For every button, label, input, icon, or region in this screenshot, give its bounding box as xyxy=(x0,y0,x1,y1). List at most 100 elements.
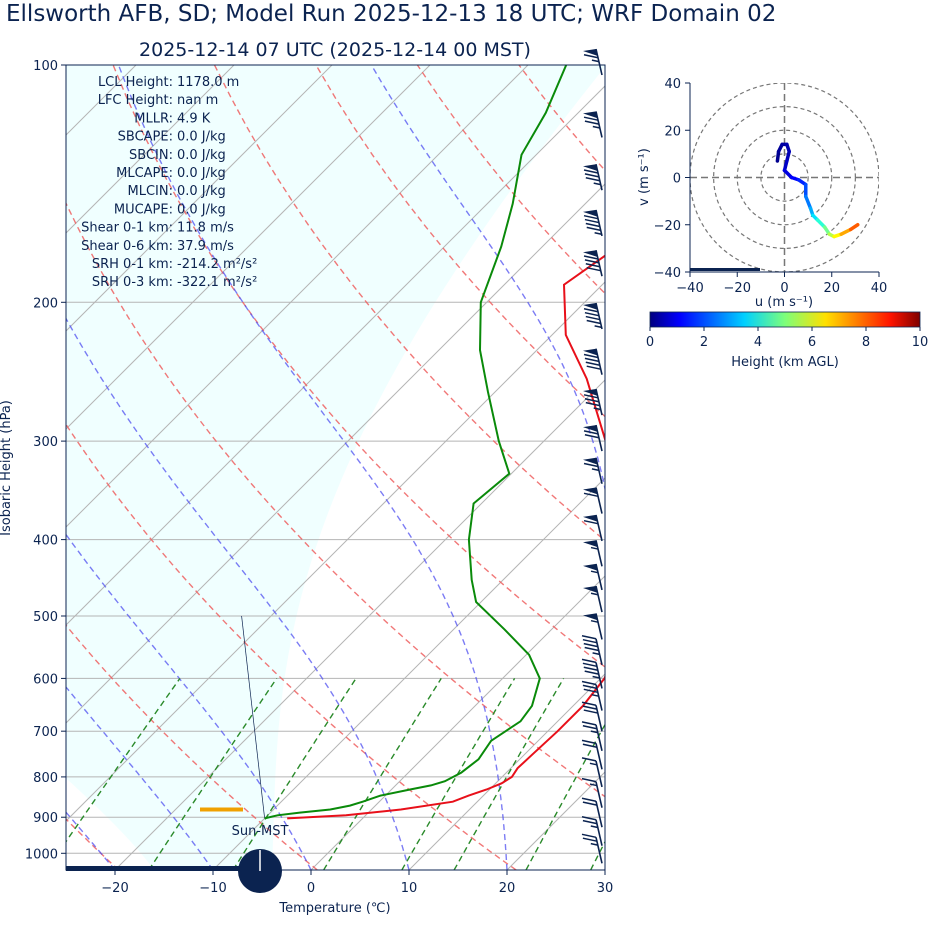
isotherm-line xyxy=(212,477,605,870)
isotherm-line xyxy=(66,65,431,430)
hodo-x-tick-label: 40 xyxy=(871,281,888,296)
barb-full xyxy=(581,635,597,640)
barb-flag xyxy=(583,49,598,56)
wind-barb xyxy=(583,563,603,591)
wind-barb xyxy=(583,487,603,514)
mixing-ratio-line xyxy=(638,678,735,870)
wind-barb xyxy=(583,540,603,567)
wind-barb xyxy=(583,209,603,237)
barb-full xyxy=(584,434,600,439)
barb-flag xyxy=(583,389,598,396)
barb-full xyxy=(583,709,598,714)
y-tick-label: 200 xyxy=(33,296,58,311)
barb-full xyxy=(581,701,597,706)
barb-full xyxy=(581,658,597,664)
dry-adiabat xyxy=(66,201,605,798)
barb-full xyxy=(586,365,601,370)
y-tick-label: 600 xyxy=(33,672,58,687)
daylight-bar xyxy=(66,866,246,871)
hodograph-trace xyxy=(775,142,860,239)
hodograph-segment xyxy=(804,194,813,210)
barb-half xyxy=(594,325,602,329)
barb-full xyxy=(583,54,599,59)
dry-adiabat xyxy=(315,65,605,418)
colorbar-ticks: 0 2 4 6 8 10 xyxy=(646,327,928,350)
barb-full xyxy=(582,837,598,842)
isotherm-line xyxy=(408,673,605,870)
stat-label: SRH 0-3 km: xyxy=(92,275,173,290)
stat-label: MUCAPE: xyxy=(114,202,173,217)
barb-full xyxy=(586,226,601,232)
moist-adiabat xyxy=(703,65,811,870)
wind-barb xyxy=(583,48,603,76)
barb-half xyxy=(591,59,600,63)
isotherm-line xyxy=(66,65,333,332)
barb-half xyxy=(590,842,598,846)
stat-label: MLCIN: xyxy=(128,184,173,199)
isotherm-line xyxy=(66,65,235,234)
barb-full xyxy=(582,662,598,668)
barb-flag xyxy=(583,250,598,258)
barb-full xyxy=(584,397,600,403)
barb-full xyxy=(585,361,600,367)
wind-barb xyxy=(583,613,603,640)
hodograph-x-ticks: −40 −20 0 20 40 xyxy=(676,272,887,296)
barb-full xyxy=(582,684,598,690)
barb-staff xyxy=(595,563,603,591)
skewt-ylabel: Isobaric Height (hPa) xyxy=(0,400,14,536)
barb-full xyxy=(583,394,599,399)
barb-flag xyxy=(583,613,598,621)
y-tick-label: 1000 xyxy=(25,847,58,862)
barb-half xyxy=(589,762,598,766)
barb-half xyxy=(590,592,599,596)
wind-barb xyxy=(583,302,603,330)
hodo-y-tick-label: −40 xyxy=(654,266,681,281)
parcel-line xyxy=(241,615,265,819)
skewt-x-ticks: −20 −10 0 10 20 30 xyxy=(101,870,613,896)
barb-full xyxy=(584,120,600,125)
figure-title: Ellsworth AFB, SD; Model Run 2025-12-13 … xyxy=(6,1,776,27)
x-tick-label: −20 xyxy=(101,881,128,896)
isotherm-line xyxy=(66,85,605,626)
barb-full xyxy=(584,646,599,652)
barb-flag xyxy=(583,425,598,432)
barb-full xyxy=(581,739,597,745)
stat-value: 0.0 J/kg xyxy=(177,166,226,181)
barb-full xyxy=(581,777,597,783)
skewt-y-ticks: 100 200 300 400 500 600 700 800 900 1000 xyxy=(25,59,66,862)
y-tick-label: 700 xyxy=(33,725,58,740)
barb-flag xyxy=(583,540,598,548)
isotherm-line xyxy=(66,65,529,528)
barb-half xyxy=(590,546,599,550)
wind-barb xyxy=(581,777,603,808)
barb-full xyxy=(584,670,599,675)
stat-label: MLCAPE: xyxy=(116,166,173,181)
barb-staff xyxy=(595,705,603,732)
hodo-x-tick-label: −20 xyxy=(724,281,751,296)
dry-adiabats xyxy=(66,65,605,870)
barb-staff xyxy=(595,724,603,752)
barb-half xyxy=(590,570,599,574)
wind-barb xyxy=(581,680,603,711)
stat-value: 0.0 J/kg xyxy=(177,202,226,217)
barb-half xyxy=(590,730,598,734)
barb-half xyxy=(592,125,600,129)
barb-flag xyxy=(583,164,598,172)
barb-full xyxy=(583,642,598,648)
wind-barb xyxy=(583,111,603,138)
x-tick-label: 20 xyxy=(499,881,516,896)
barb-full xyxy=(583,688,598,694)
dry-adiabat xyxy=(518,65,605,172)
stat-value: 11.8 m/s xyxy=(177,221,234,236)
hodograph-segment xyxy=(839,227,853,236)
barb-staff xyxy=(595,638,603,665)
barb-full xyxy=(583,666,598,671)
hodo-y-tick-label: 40 xyxy=(664,77,681,92)
barb-full xyxy=(584,357,600,363)
x-tick-label: 30 xyxy=(597,881,614,896)
wind-barb xyxy=(583,424,603,452)
moist-adiabat xyxy=(66,811,116,870)
barb-staff xyxy=(595,743,603,770)
sun-clock-icon xyxy=(238,849,282,893)
